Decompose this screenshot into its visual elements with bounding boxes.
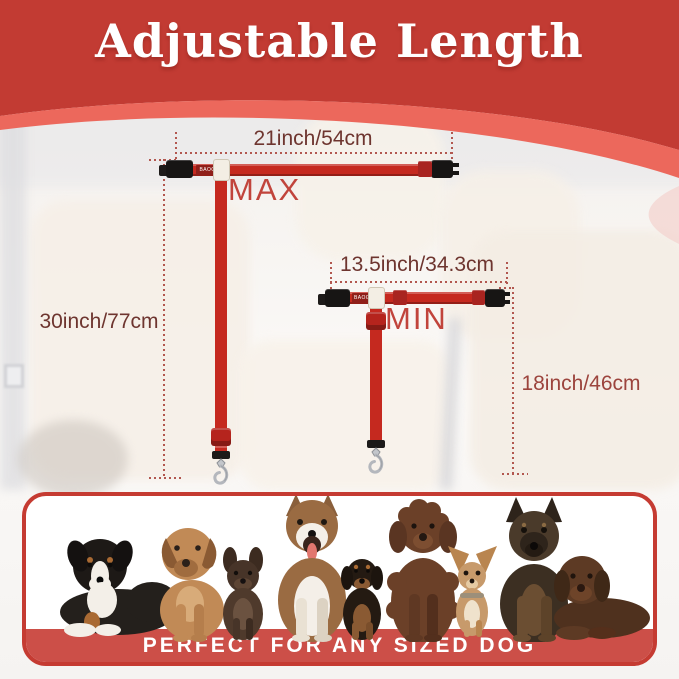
car-shadow-backdrop [18,420,128,498]
max-end-keeper [212,451,230,459]
max-top-dash-tick-left [175,132,177,162]
dogs-panel: PERFECT FOR ANY SIZED DOG [22,492,657,666]
min-top-dash-tick-left [330,262,332,290]
min-side-length-label: 18inch/46cm [521,372,641,395]
max-top-length-label: 21inch/54cm [253,127,373,150]
max-horizontal-strap [190,164,422,176]
min-length-adjuster [366,312,386,330]
min-side-dash-line [512,287,514,474]
page-title: Adjustable Length [95,14,584,68]
min-top-dash-tick-right [506,262,508,287]
max-left-buckle-prong [159,165,168,176]
husky-mix-icon [278,496,346,642]
max-size-tag: MAX [228,172,302,207]
min-strap-slider [368,287,385,309]
car-seat-backdrop [240,340,450,490]
max-right-buckle-tooth [452,163,459,167]
boxer-puppy-icon [160,528,224,642]
chihuahua-icon [448,546,497,637]
car-headrest-backdrop [295,112,445,262]
max-side-dash-tick-bottom [149,477,184,479]
french-bulldog-icon [223,547,263,640]
min-left-buckle [325,289,350,307]
max-left-buckle [166,160,193,178]
header-curve [0,0,679,244]
min-top-length-label: 13.5inch/34.3cm [339,253,495,276]
car-seat-backdrop [470,230,679,490]
min-end-keeper [367,440,385,448]
max-right-buckle-tooth [452,171,459,175]
min-right-keeper [472,290,485,305]
max-right-keeper [418,161,432,177]
max-top-dash-line [175,152,452,154]
dachshund-icon [341,559,383,640]
min-right-buckle [485,289,505,307]
bernese-mountain-dog-icon [60,539,178,637]
dogs-illustration [60,496,650,642]
max-length-adjuster [211,428,231,446]
min-top-dash-line [330,281,507,283]
min-right-buckle-tooth [504,292,510,296]
max-snap-hook-icon [213,458,229,485]
min-side-dash-tick-top [499,287,513,289]
max-side-dash-tick-top [149,159,176,161]
min-snap-hook-icon [368,447,384,474]
min-mid-keeper [393,290,407,305]
max-side-length-label: 30inch/77cm [39,310,159,333]
max-side-dash-line [163,159,165,478]
labradoodle-icon [386,499,460,642]
seatbelt-guide-backdrop [4,364,24,388]
min-vertical-strap [370,304,382,442]
max-strap-slider [213,159,230,181]
max-brand-tag: BAOGLE [196,165,226,175]
min-brand-tag: BAOGLE [352,293,379,303]
max-top-dash-tick-right [451,132,453,164]
min-size-tag: MIN [385,301,448,336]
min-side-dash-tick-bottom [502,473,528,475]
min-left-buckle-prong [318,294,327,305]
german-shepherd-puppy-icon [500,497,568,642]
max-vertical-strap [215,176,227,430]
chocolate-labrador-icon [554,556,650,640]
max-right-buckle [431,160,453,178]
max-strap-end [215,446,227,454]
min-right-buckle-tooth [504,300,510,304]
car-pillar-backdrop [0,90,26,490]
